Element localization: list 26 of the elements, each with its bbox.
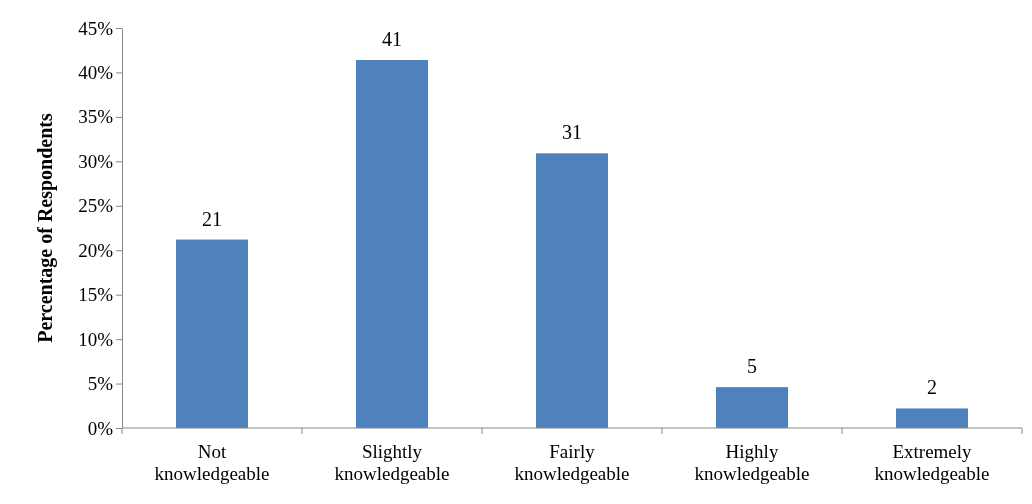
data-label: 21 [202,207,222,230]
y-tick-label: 20% [78,239,114,261]
data-label: 41 [382,28,402,50]
y-tick-label: 30% [78,150,114,172]
data-label: 2 [927,376,937,399]
y-axis-title: Percentage of Respondents [34,112,57,343]
data-label: 31 [562,121,582,144]
y-tick-label: 0% [87,417,114,439]
y-tick-label: 15% [78,284,114,306]
bar [536,153,608,428]
x-tick-label: Not knowledgeable [154,441,270,484]
bar [356,60,428,428]
x-tick-label: Fairly knowledgeable [514,441,630,484]
bar [716,387,788,428]
bar [176,239,248,428]
x-tick-label: Slightly knowledgeable [334,441,450,484]
y-tick-label: 25% [78,195,114,217]
x-tick-label: Highly knowledgeable [694,441,810,484]
y-tick-label: 35% [78,106,114,128]
y-tick-label: 45% [78,17,114,39]
y-tick-label: 40% [78,62,114,84]
data-label: 5 [747,355,757,378]
y-tick-label: 5% [87,373,114,395]
y-tick-label: 10% [78,328,114,350]
x-tick-label: Extremely knowledgeable [874,441,990,484]
bar [896,408,968,428]
